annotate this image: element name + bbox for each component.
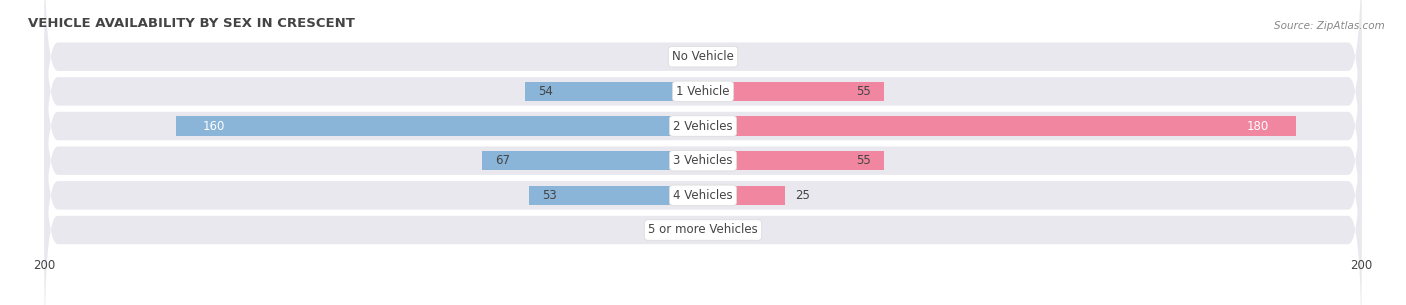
Text: VEHICLE AVAILABILITY BY SEX IN CRESCENT: VEHICLE AVAILABILITY BY SEX IN CRESCENT: [28, 17, 354, 30]
Text: 55: 55: [856, 154, 870, 167]
FancyBboxPatch shape: [45, 0, 1361, 181]
Bar: [482, 151, 703, 170]
Bar: [703, 82, 884, 101]
Text: 4 Vehicles: 4 Vehicles: [673, 189, 733, 202]
Bar: [703, 117, 1295, 135]
Bar: [703, 221, 733, 239]
Bar: [176, 117, 703, 135]
Text: 53: 53: [541, 189, 557, 202]
Text: 4: 4: [672, 224, 681, 236]
Bar: [690, 221, 703, 239]
FancyBboxPatch shape: [45, 36, 1361, 285]
Text: 55: 55: [856, 85, 870, 98]
Text: 3 Vehicles: 3 Vehicles: [673, 154, 733, 167]
Bar: [526, 82, 703, 101]
Bar: [703, 151, 884, 170]
Text: 160: 160: [202, 120, 225, 132]
FancyBboxPatch shape: [45, 2, 1361, 250]
FancyBboxPatch shape: [45, 106, 1361, 305]
Text: 25: 25: [796, 189, 810, 202]
Text: Source: ZipAtlas.com: Source: ZipAtlas.com: [1274, 21, 1385, 31]
Text: No Vehicle: No Vehicle: [672, 50, 734, 63]
Text: 5 or more Vehicles: 5 or more Vehicles: [648, 224, 758, 236]
Text: 0: 0: [713, 50, 720, 63]
Text: 180: 180: [1247, 120, 1270, 132]
Text: 1 Vehicle: 1 Vehicle: [676, 85, 730, 98]
Bar: [529, 186, 703, 205]
Bar: [703, 186, 786, 205]
Text: 2 Vehicles: 2 Vehicles: [673, 120, 733, 132]
Text: 67: 67: [495, 154, 510, 167]
FancyBboxPatch shape: [45, 0, 1361, 216]
Text: 0: 0: [686, 50, 693, 63]
Text: 9: 9: [742, 224, 749, 236]
Text: 54: 54: [538, 85, 554, 98]
FancyBboxPatch shape: [45, 71, 1361, 305]
